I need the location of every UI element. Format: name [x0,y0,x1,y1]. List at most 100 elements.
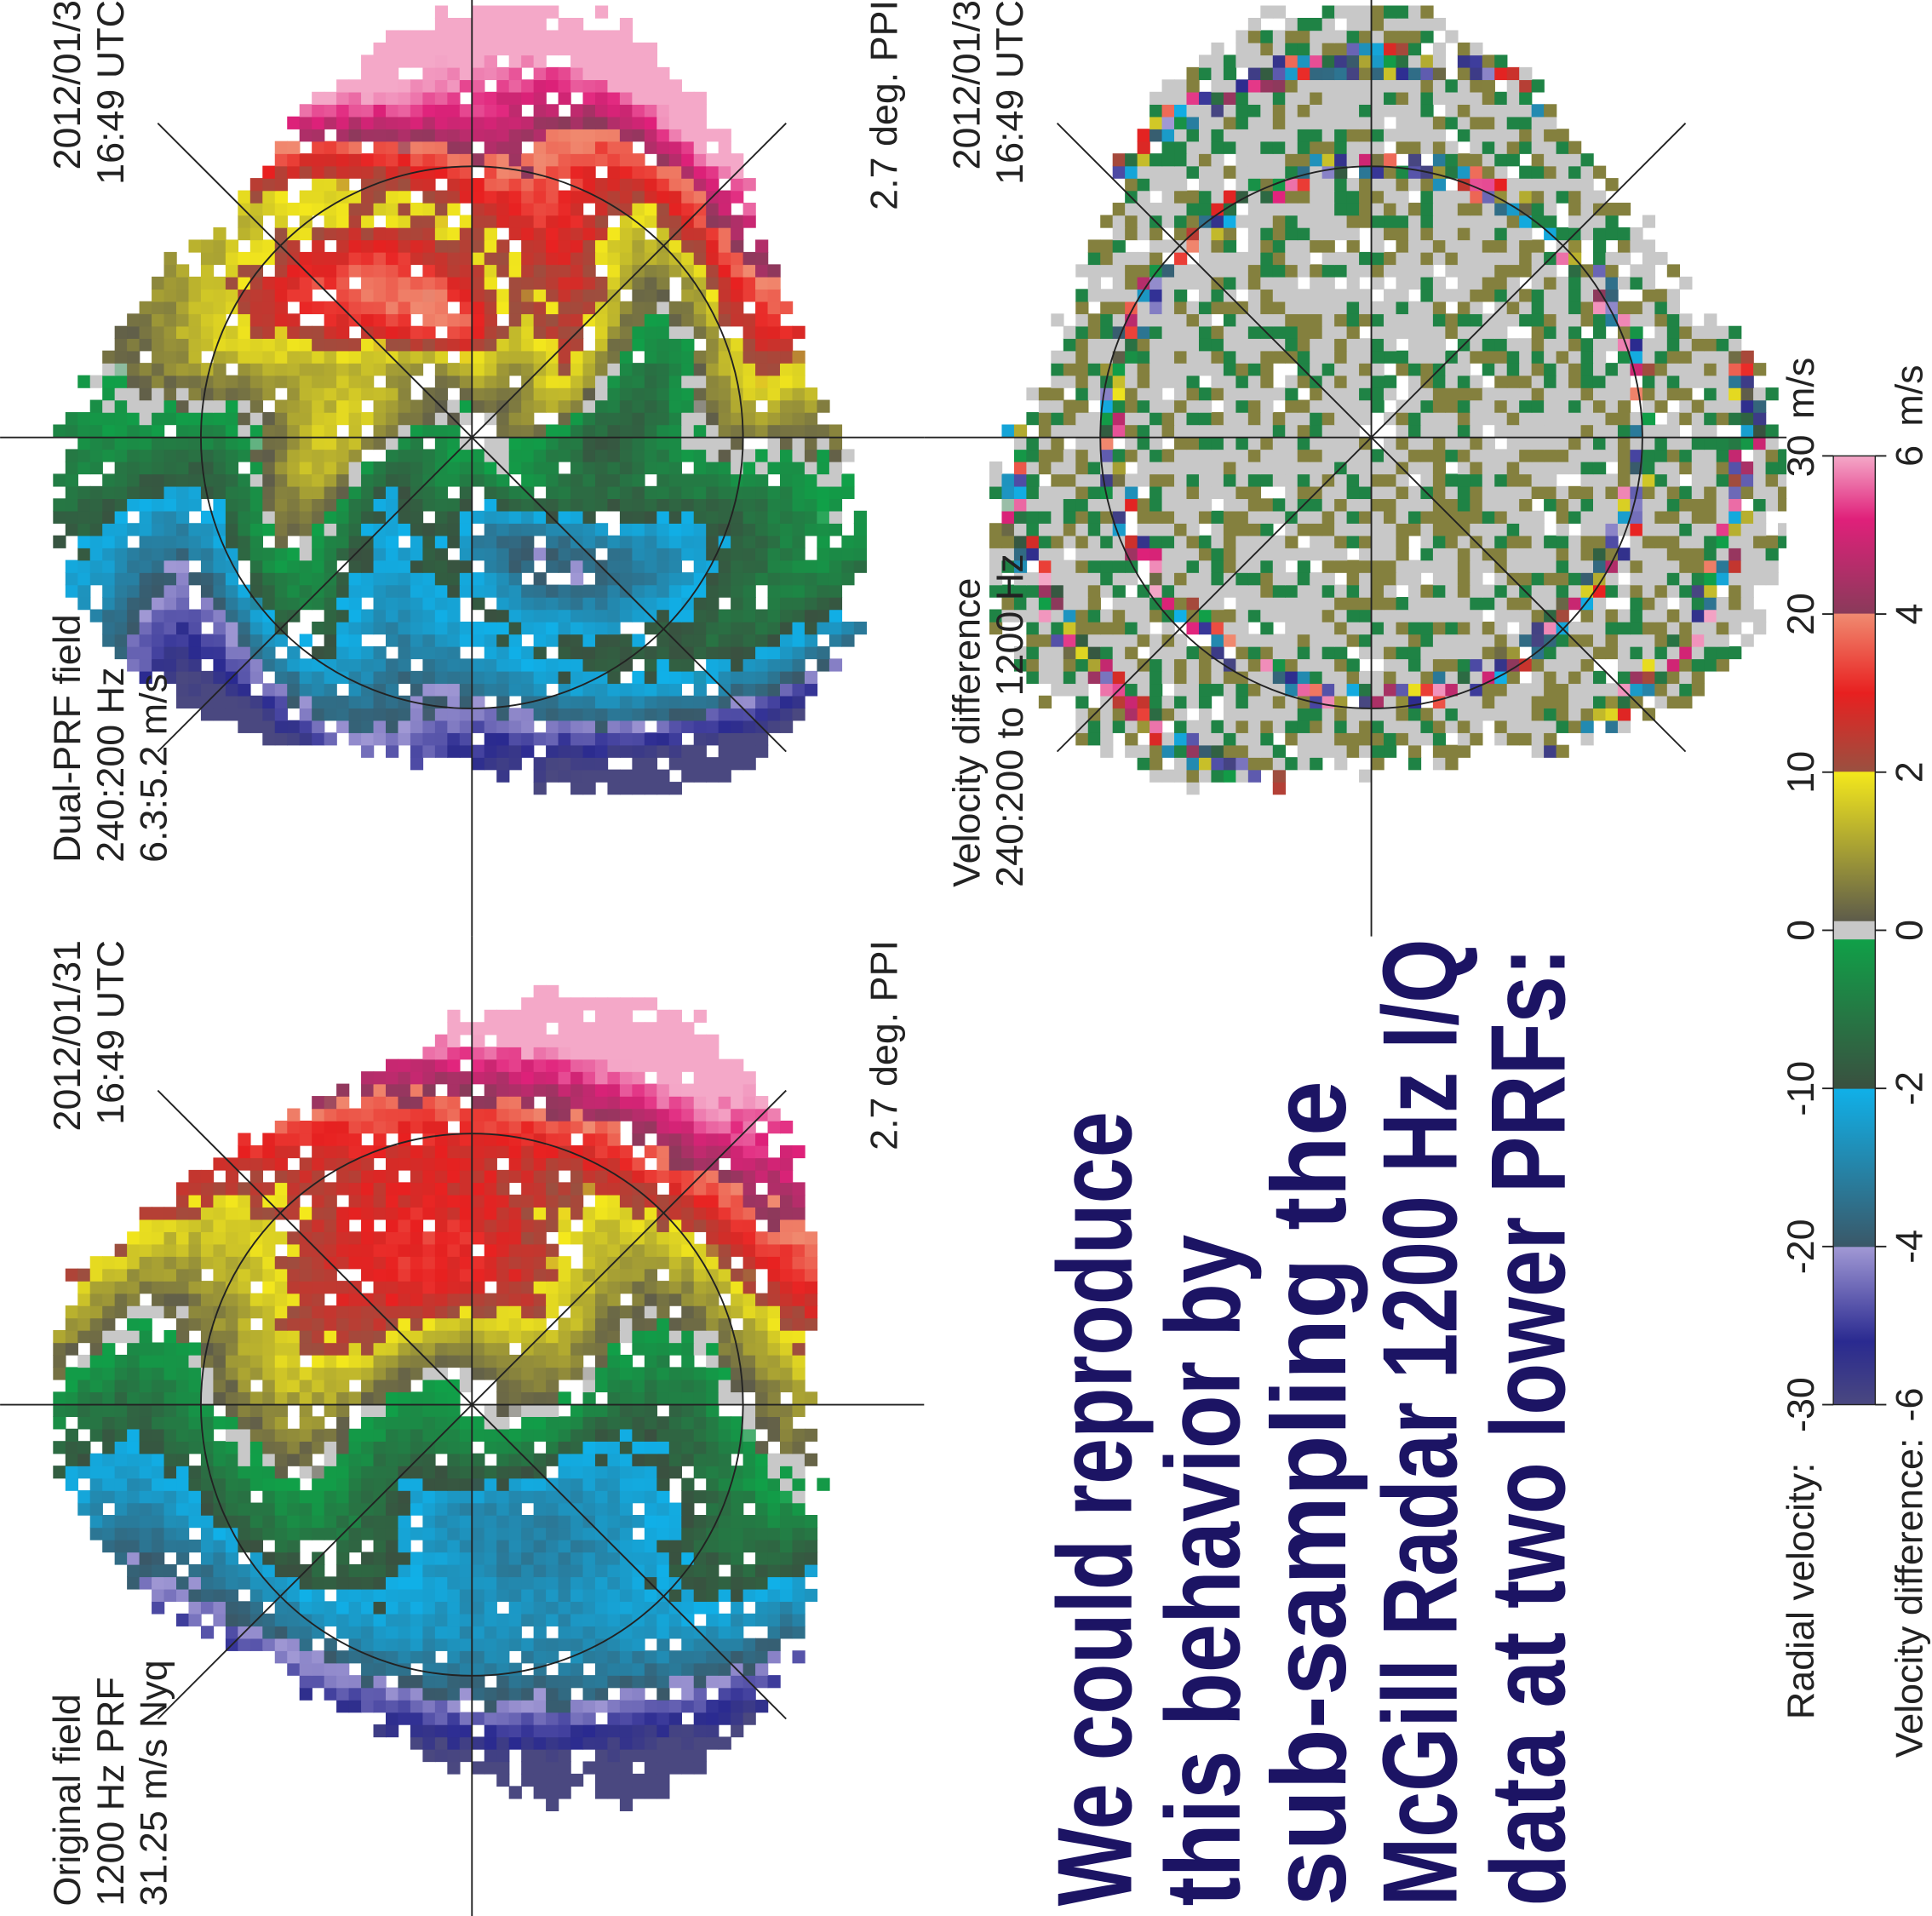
radar-cell [780,1219,793,1232]
radar-cell [656,1663,669,1676]
radar-cell [410,1614,423,1626]
radar-cell [435,610,448,622]
radar-cell [250,1145,263,1158]
radar-cell [472,277,484,290]
radar-cell [336,1663,349,1676]
radar-cell [152,1305,164,1318]
radar-cell [694,387,707,400]
radar-cell [472,289,484,301]
radar-cell [656,1724,669,1737]
radar-cell [496,757,509,770]
radar-cell [559,1441,571,1454]
radar-cell [472,1269,484,1282]
radar-cell [115,1404,128,1417]
radar-cell [509,1207,522,1219]
radar-cell [472,1675,484,1688]
radar-cell [300,1576,312,1589]
radar-cell [176,376,189,388]
radar-cell [460,560,473,573]
radar-cell [559,1195,571,1208]
radar-cell [152,658,164,671]
radar-cell [570,1490,583,1503]
radar-cell [645,1244,657,1257]
radar-cell [188,658,201,671]
radar-cell [669,572,682,585]
radar-cell [484,376,497,388]
radar-cell [731,658,743,671]
radar-cell [90,1391,103,1404]
radar-cell [176,424,189,437]
radar-cell [768,1294,781,1306]
radar-cell [300,1503,312,1516]
radar-cell [681,1269,694,1282]
radar-cell [349,1540,362,1552]
radar-cell [472,387,484,400]
radar-cell [90,1380,103,1392]
radar-cell [731,1515,743,1528]
radar-cell [496,301,509,314]
radar-cell [422,1404,435,1417]
radar-cell [780,400,793,413]
radar-cell [447,1663,460,1676]
radar-cell [201,1515,214,1528]
radar-cell [521,1207,534,1219]
radar-cell [792,1552,805,1564]
radar-cell [792,1626,805,1638]
radar-cell [447,462,460,474]
radar-cell [250,1305,263,1318]
radar-cell [422,708,435,720]
radar-cell [559,1219,571,1232]
radar-cell [336,1589,349,1602]
radar-cell [336,363,349,376]
radar-cell [460,732,473,745]
radar-cell [300,658,312,671]
radar-cell [755,1614,768,1626]
radar-cell [829,622,842,634]
radar-cell [805,1256,817,1269]
radar-cell [460,1305,473,1318]
radar-cell [509,1022,522,1035]
radar-cell [656,1195,669,1208]
radar-cell [164,313,177,326]
radar-cell [706,1084,719,1097]
radar-cell [188,1416,201,1429]
radar-cell [275,1527,288,1540]
radar-cell [238,1281,250,1294]
radar-cell [164,338,177,351]
radar-cell [262,1269,275,1282]
radar-cell [546,1071,559,1084]
radar-cell [398,486,410,499]
radar-cell [324,1157,337,1170]
radar-cell [534,1688,547,1701]
radar-cell [361,1515,374,1528]
radar-cell [53,1367,66,1380]
radar-cell [521,720,534,733]
radar-cell [743,1515,756,1528]
radar-cell [559,1638,571,1651]
radar-cell [386,1219,398,1232]
radar-cell [706,1133,719,1145]
radar-cell [792,1244,805,1257]
radar-cell [570,486,583,499]
radar-cell [349,1503,362,1516]
radar-cell [410,1281,423,1294]
radar-cell [447,1576,460,1589]
radar-cell [534,1478,547,1491]
radar-cell [176,363,189,376]
radar-cell [300,696,312,708]
radar-cell [534,622,547,634]
radar-cell [435,646,448,659]
radar-cell [632,387,645,400]
radar-cell [300,1404,312,1417]
radar-cell [780,301,793,314]
radar-cell [250,1515,263,1528]
radar-cell [755,1552,768,1564]
radar-cell [287,289,300,301]
radar-cell [620,1490,633,1503]
radar-cell [755,610,768,622]
radar-cell [620,1454,633,1466]
radar-cell [620,1318,633,1331]
radar-cell [312,1109,324,1121]
radar-cell [632,498,645,511]
radar-cell [534,326,547,339]
